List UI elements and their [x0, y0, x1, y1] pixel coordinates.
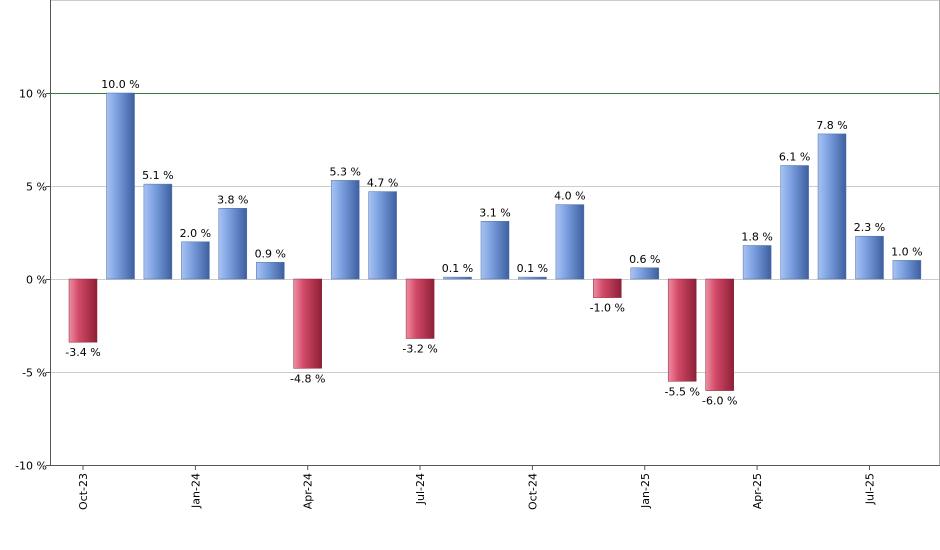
- data-label: 1.8 %: [741, 231, 772, 244]
- x-tick-label: Jan-25: [639, 473, 652, 509]
- gridlines: [50, 0, 940, 466]
- axes: 10 % 5 % 0 % -5 % -10 % Oct-23 Jan-24 Apr-24 Jul…: [15, 0, 940, 510]
- bar-Apr-25: [742, 245, 772, 280]
- bar-Jan-24: [181, 241, 210, 280]
- data-label: 10.0 %: [101, 78, 139, 91]
- bar-Feb-24: [218, 208, 248, 280]
- data-label: 2.0 %: [180, 227, 211, 240]
- bar-Apr-24: [293, 278, 322, 369]
- y-tick-label: 0 %: [26, 274, 47, 287]
- data-label: 0.6 %: [629, 253, 660, 266]
- bar-Oct-24: [518, 276, 547, 280]
- data-label: 1.0 %: [891, 245, 922, 258]
- data-label: -4.8 %: [290, 372, 325, 385]
- data-label: -3.2 %: [402, 343, 437, 356]
- bar-Nov-24: [555, 204, 585, 280]
- bar-Mar-25: [705, 278, 734, 391]
- bar-Aug-25: [892, 260, 922, 280]
- bar-Jul-24: [405, 278, 435, 339]
- data-label: 5.1 %: [142, 169, 173, 182]
- bar-May-25: [780, 165, 809, 280]
- data-label: 0.1 %: [442, 262, 473, 275]
- data-label: 5.3 %: [329, 165, 360, 178]
- y-tick-label: 10 %: [19, 88, 47, 101]
- x-tick-label: Oct-23: [77, 473, 90, 510]
- data-labels: -3.4 % 10.0 % 5.1 % 2.0 % 3.8 % 0.9 % -4.8 % 5.…: [65, 78, 922, 408]
- data-label: 4.7 %: [367, 177, 398, 190]
- bar-Jun-25: [817, 133, 847, 280]
- data-label: 7.8 %: [816, 119, 847, 132]
- y-tick-label: -5 %: [22, 367, 47, 380]
- bar-Feb-25: [667, 278, 697, 382]
- y-tick-label: 5 %: [26, 181, 47, 194]
- data-label: -3.4 %: [65, 346, 100, 359]
- x-tick-label: Apr-25: [751, 473, 764, 509]
- x-tick-label: Jul-24: [414, 473, 427, 505]
- data-label: 4.0 %: [554, 190, 585, 203]
- bar-Dec-24: [593, 278, 622, 298]
- y-tick-label: -10 %: [15, 460, 47, 473]
- bar-May-24: [330, 180, 360, 280]
- bar-Nov-23: [106, 92, 135, 280]
- data-label: -1.0 %: [590, 302, 625, 315]
- data-label: 0.9 %: [255, 247, 286, 260]
- x-tick-label: Oct-24: [526, 473, 539, 510]
- x-tick-label: Jul-25: [863, 473, 876, 505]
- x-tick-label: Apr-24: [302, 473, 315, 509]
- data-label: 0.1 %: [517, 262, 548, 275]
- bar-Oct-23: [68, 278, 98, 343]
- bar-Jan-25: [630, 267, 660, 280]
- data-label: 6.1 %: [779, 151, 810, 164]
- data-label: -5.5 %: [664, 385, 699, 398]
- data-label: 2.3 %: [854, 221, 885, 234]
- bar-Dec-23: [143, 183, 173, 280]
- data-label: 3.8 %: [217, 193, 248, 206]
- bars: [68, 92, 922, 391]
- bar-Aug-24: [443, 276, 472, 280]
- data-label: 3.1 %: [479, 206, 510, 219]
- bar-Sep-24: [480, 221, 510, 280]
- data-label: -6.0 %: [702, 395, 737, 408]
- x-tick-label: Jan-24: [189, 473, 202, 509]
- bar-Jun-24: [368, 191, 397, 280]
- bar-Mar-24: [256, 262, 285, 280]
- bar-Jul-25: [855, 235, 884, 280]
